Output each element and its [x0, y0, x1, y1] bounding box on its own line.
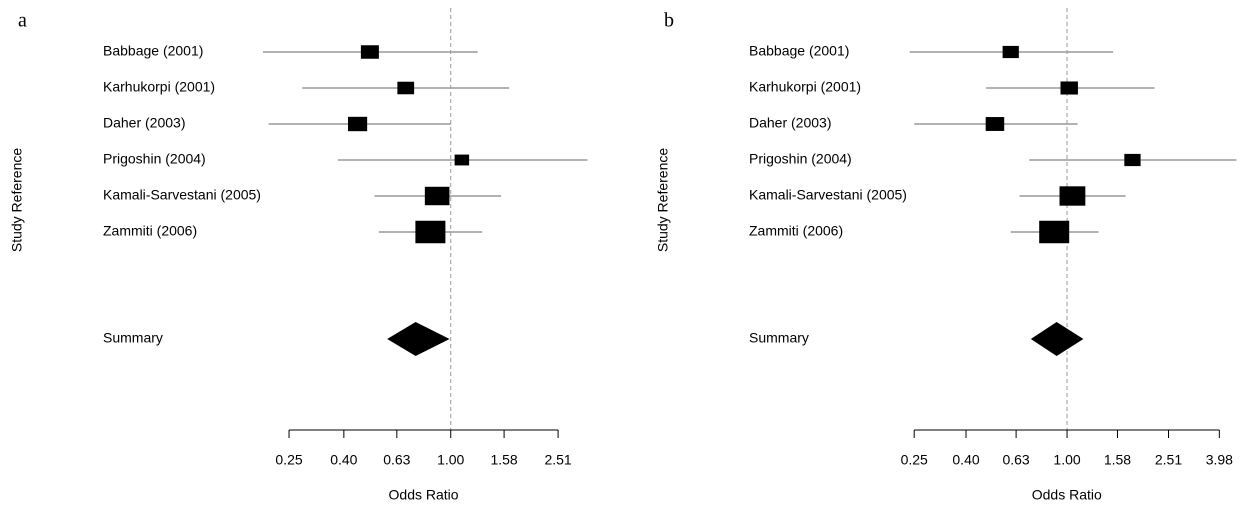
study-label: Kamali-Sarvestani (2005)	[103, 187, 261, 203]
effect-box	[1059, 186, 1086, 206]
x-tick-label: 1.58	[1104, 452, 1131, 468]
summary-label: Summary	[749, 330, 809, 346]
effect-box	[1002, 45, 1019, 59]
summary-label: Summary	[103, 330, 163, 346]
study-label: Babbage (2001)	[103, 43, 203, 59]
panel-label: a	[18, 10, 27, 32]
study-label: Karhukorpi (2001)	[103, 79, 215, 95]
study-label: Zammiti (2006)	[103, 223, 197, 239]
x-tick-label: 0.40	[330, 452, 357, 468]
effect-box	[1060, 81, 1078, 95]
x-axis-label: Odds Ratio	[389, 487, 459, 503]
x-tick-label: 0.25	[901, 452, 928, 468]
study-label: Daher (2003)	[103, 115, 186, 131]
summary-diamond	[387, 322, 450, 356]
x-tick-label: 0.63	[383, 452, 410, 468]
x-tick-label: 3.98	[1206, 452, 1233, 468]
study-label: Kamali-Sarvestani (2005)	[749, 187, 907, 203]
effect-box	[1124, 153, 1141, 167]
x-tick-label: 2.51	[1155, 452, 1182, 468]
study-label: Prigoshin (2004)	[103, 151, 206, 167]
study-label: Zammiti (2006)	[749, 223, 843, 239]
effect-box	[454, 154, 470, 166]
x-tick-label: 2.51	[544, 452, 571, 468]
study-label: Babbage (2001)	[749, 43, 849, 59]
summary-diamond	[1030, 322, 1084, 356]
effect-box	[415, 220, 446, 244]
study-label: Karhukorpi (2001)	[749, 79, 861, 95]
x-tick-label: 0.63	[1002, 452, 1029, 468]
x-axis-label: Odds Ratio	[1032, 487, 1102, 503]
effect-box	[1039, 220, 1070, 244]
effect-box	[985, 117, 1005, 131]
y-axis-label: Study Reference	[9, 148, 25, 252]
x-tick-label: 0.40	[952, 452, 979, 468]
effect-box	[348, 116, 368, 132]
x-tick-label: 1.00	[1053, 452, 1080, 468]
effect-box	[424, 186, 450, 206]
effect-box	[360, 45, 379, 59]
study-label: Prigoshin (2004)	[749, 151, 852, 167]
x-tick-label: 1.58	[490, 452, 517, 468]
y-axis-label: Study Reference	[655, 148, 671, 252]
x-tick-label: 1.00	[437, 452, 464, 468]
panel-label: b	[664, 10, 674, 32]
effect-box	[397, 81, 415, 95]
study-label: Daher (2003)	[749, 115, 832, 131]
x-tick-label: 0.25	[275, 452, 302, 468]
